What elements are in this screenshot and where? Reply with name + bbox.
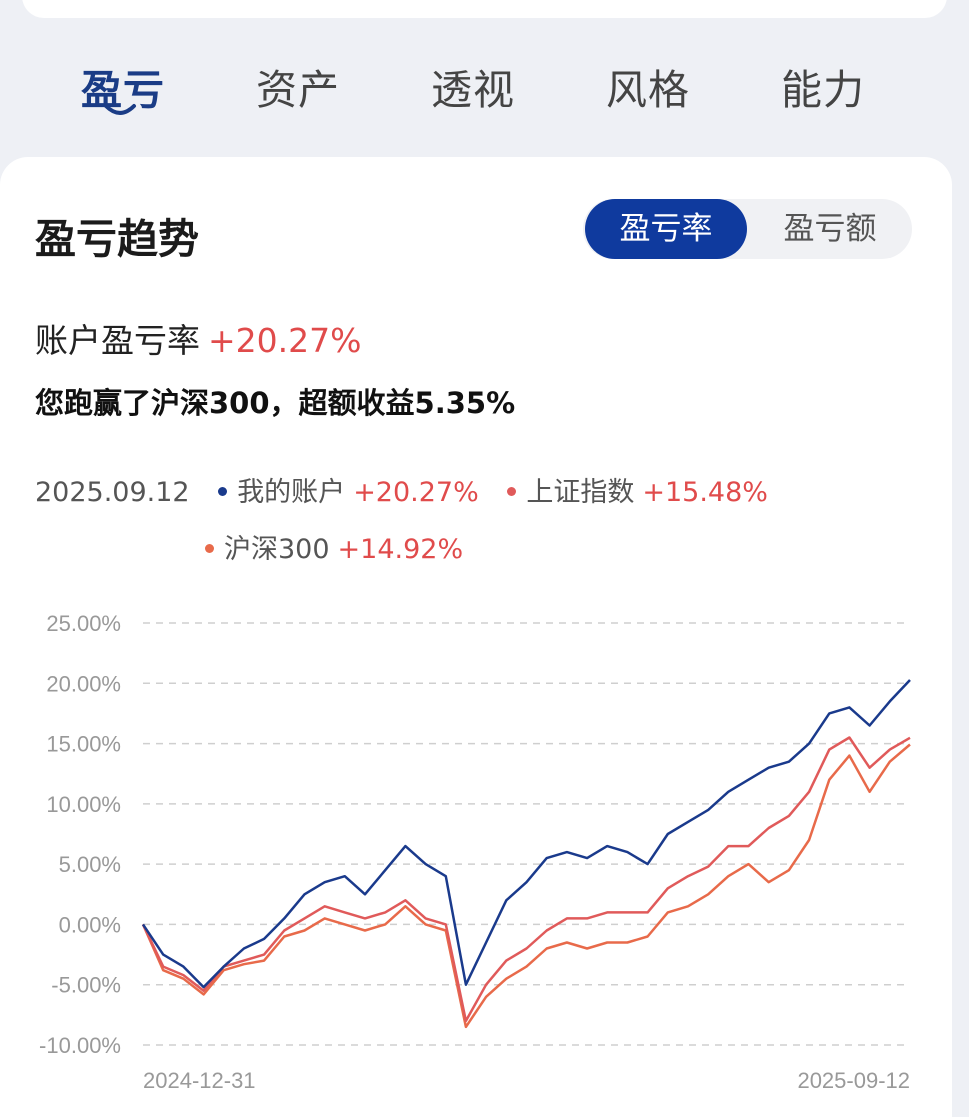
toggle-rate-button[interactable]: 盈亏率: [585, 199, 747, 259]
account-rate-value: +20.27%: [208, 321, 362, 360]
metric-toggle: 盈亏率 盈亏额: [583, 199, 912, 259]
tab-ability[interactable]: 能力: [781, 66, 865, 114]
y-tick-label: -10.00%: [39, 1033, 121, 1058]
account-rate-row: 账户盈亏率 +20.27%: [35, 314, 361, 362]
excess-return-text: 您跑赢了沪深300，超额收益5.35%: [35, 386, 516, 420]
legend-value: +15.48%: [642, 477, 768, 508]
tab-assets[interactable]: 资产: [256, 66, 340, 114]
series-line: [141, 743, 911, 1029]
legend-item-csi300: 沪深300 +14.92%: [205, 527, 463, 566]
y-tick-label: 15.00%: [46, 732, 121, 757]
chart-legend: 2025.09.12 我的账户 +20.27% 上证指数 +15.48%: [35, 470, 768, 509]
legend-value: +20.27%: [353, 477, 479, 508]
chart-legend-row2: 沪深300 +14.92%: [205, 527, 463, 566]
tab-insight[interactable]: 透视: [431, 66, 515, 114]
legend-date: 2025.09.12: [35, 477, 190, 508]
y-tick-label: 10.00%: [46, 792, 121, 817]
legend-dot-icon: [507, 487, 517, 496]
legend-item-my-account: 我的账户 +20.27%: [218, 470, 479, 509]
y-tick-label: 0.00%: [59, 912, 121, 937]
legend-item-sse-index: 上证指数 +15.48%: [507, 470, 768, 509]
tab-pnl[interactable]: 盈亏: [81, 66, 165, 114]
toggle-amount-button[interactable]: 盈亏额: [783, 211, 877, 247]
account-rate-label: 账户盈亏率: [35, 321, 200, 360]
active-tab-indicator-icon: [104, 104, 136, 115]
series-line: [141, 679, 911, 989]
y-tick-label: 5.00%: [59, 852, 121, 877]
top-card-bottom-edge: [22, 0, 947, 18]
section-title: 盈亏趋势: [35, 215, 199, 263]
pnl-line-chart[interactable]: 25.00% 20.00% 15.00% 10.00% 5.00% 0.00% -5.00%…: [0, 600, 969, 1105]
x-tick-label: 2025-09-12: [797, 1068, 910, 1093]
series-line: [141, 736, 911, 1023]
legend-name: 我的账户: [237, 477, 346, 508]
legend-name: 沪深300: [224, 534, 330, 565]
y-tick-label: 20.00%: [46, 671, 121, 696]
x-tick-label: 2024-12-31: [143, 1068, 256, 1093]
legend-dot-icon: [218, 487, 228, 496]
tab-style[interactable]: 风格: [606, 66, 690, 114]
legend-name: 上证指数: [526, 477, 635, 508]
y-tick-label: -5.00%: [51, 973, 121, 998]
y-tick-label: 25.00%: [46, 611, 121, 636]
tab-bar: 盈亏 资产 透视 风格 能力: [0, 48, 969, 128]
legend-value: +14.92%: [337, 534, 464, 565]
legend-dot-icon: [205, 544, 214, 553]
